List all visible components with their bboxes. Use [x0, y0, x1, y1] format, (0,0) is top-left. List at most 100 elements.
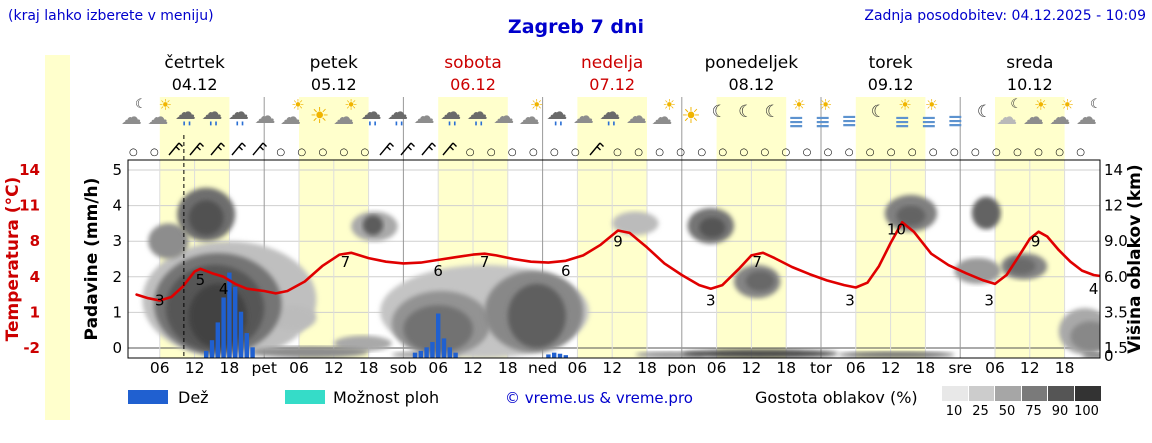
- rain-bar: [221, 297, 226, 358]
- day-header-četrtek: četrtek 04.12: [120, 53, 270, 95]
- location-menu-hint: (kraj lahko izberete v meniju): [8, 8, 214, 24]
- cloud-moon-icon: ☾ ☁: [996, 97, 1023, 129]
- day-date: 06.12: [450, 75, 496, 95]
- day-date: 09.12: [867, 75, 914, 95]
- cloud-blob: [699, 217, 726, 238]
- calm-wind-icon: ○: [676, 147, 686, 158]
- temperature-value-label: 5: [196, 271, 206, 289]
- temperature-value-label: 3: [155, 292, 165, 310]
- moon-icon: ☾: [738, 102, 754, 122]
- x-axis-label: sob: [390, 359, 417, 377]
- density-tick-label: 25: [972, 404, 989, 419]
- cloud-blob: [362, 215, 384, 236]
- showers-legend-label: Možnost ploh: [333, 388, 440, 407]
- day-header-torek: torek 09.12: [816, 53, 966, 95]
- fog-icon: ≡: [947, 110, 964, 132]
- temperature-value-label: 4: [1089, 280, 1099, 298]
- density-tick-label: 50: [998, 404, 1016, 419]
- calm-wind-icon: ○: [971, 147, 980, 158]
- calm-wind-icon: ○: [507, 147, 517, 158]
- temperature-value-label: 3: [706, 292, 716, 310]
- density-tick-label: 75: [1025, 404, 1042, 419]
- calm-wind-icon: ○: [1076, 147, 1085, 158]
- cloud-blob: [507, 283, 566, 348]
- precip-tick-label: 1: [112, 303, 122, 321]
- rain-icon: ☁ '': [387, 100, 409, 136]
- cloud-blob: [333, 335, 392, 352]
- wind-barb-icon: [187, 140, 205, 162]
- left-accent-strip: [45, 55, 70, 420]
- rain-icon: ☁ '': [546, 100, 568, 136]
- fog-sun-icon: ☀ ≡: [920, 96, 939, 133]
- rain-icon: ☁ '': [599, 100, 621, 136]
- sun-cloud-icon: ☀ ☁: [147, 96, 172, 129]
- day-date: 08.12: [728, 75, 775, 95]
- rain-legend-label: Dež: [178, 388, 209, 407]
- day-name: torek: [868, 53, 913, 73]
- calm-wind-icon: ○: [886, 147, 896, 158]
- copyright-link[interactable]: © vreme.us & vreme.pro: [505, 389, 693, 407]
- day-header-ponedeljek: ponedeljek 08.12: [676, 53, 826, 95]
- cloud-blob: [270, 305, 317, 331]
- moon-icon: ☾: [711, 102, 727, 122]
- cloud-tick-label: 0: [1104, 347, 1114, 365]
- calm-wind-icon: ○: [528, 147, 538, 158]
- calm-wind-icon: ○: [360, 147, 370, 158]
- cloud-tick-label: 12: [1104, 197, 1123, 215]
- precip-tick-label: 2: [112, 268, 122, 286]
- rain-bar: [430, 341, 435, 358]
- cloud-icon: ☁: [254, 104, 276, 128]
- last-updated: Zadnja posodobitev: 04.12.2025 - 10:09: [864, 8, 1146, 24]
- density-swatch-10: [941, 385, 969, 402]
- cloud-icon: ☁: [572, 104, 594, 128]
- rain-bar: [244, 333, 249, 358]
- calm-wind-icon: ○: [949, 147, 959, 158]
- cloud-density-legend-label: Gostota oblakov (%): [755, 388, 918, 407]
- day-name: nedelja: [581, 53, 644, 73]
- x-axis-label: 06: [846, 359, 866, 377]
- temperature-value-label: 6: [561, 262, 571, 280]
- sun-cloud-icon: ☀ ☁: [518, 96, 544, 129]
- fog-sun-icon: ☀ ≡: [894, 96, 912, 133]
- rain-bar: [436, 313, 441, 358]
- x-axis-label: 18: [776, 359, 796, 377]
- cloud-blob: [681, 349, 839, 358]
- fog-sun-icon: ☀ ≡: [814, 96, 833, 133]
- rain-legend-swatch: [128, 390, 168, 404]
- rain-icon: ☁ '': [201, 100, 223, 136]
- rain-bar: [238, 311, 244, 358]
- wind-barb-icon: [250, 140, 268, 162]
- sun-cloud-icon: ☀ ☁: [333, 96, 358, 129]
- temperature-value-label: 9: [613, 232, 623, 250]
- sun-cloud-icon: ☀ ☁: [1049, 96, 1074, 129]
- calm-wind-icon: ○: [465, 147, 475, 158]
- cloud-blob: [1082, 352, 1100, 358]
- day-date: 10.12: [1006, 75, 1053, 95]
- x-axis-label: 06: [707, 359, 727, 377]
- x-axis-label: 06: [568, 359, 588, 377]
- rain-bar: [250, 347, 255, 358]
- temp-tick-label: 14: [19, 161, 40, 179]
- calm-wind-icon: ○: [1013, 147, 1022, 158]
- moon-cloud-icon: ☾ ☁: [121, 97, 147, 129]
- cloud-blob: [612, 211, 659, 236]
- calm-wind-icon: ○: [844, 147, 854, 158]
- sun-icon: ☀: [681, 104, 701, 129]
- calm-wind-icon: ○: [823, 147, 833, 158]
- cloud-blob: [188, 283, 247, 348]
- rain-bar: [215, 322, 220, 358]
- temperature-value-label: 3: [845, 292, 855, 310]
- x-axis-label: 18: [359, 359, 379, 377]
- day-header-sobota: sobota 06.12: [398, 53, 548, 95]
- x-axis-label: 18: [1055, 359, 1075, 377]
- calm-wind-icon: ○: [297, 147, 307, 158]
- x-axis-label: 18: [637, 359, 657, 377]
- rain-bar: [424, 347, 429, 358]
- calm-wind-icon: ○: [739, 147, 749, 158]
- temp-tick-label: 8: [30, 232, 40, 250]
- temperature-value-label: 6: [433, 262, 443, 280]
- cloud-tick-label: 14: [1104, 161, 1123, 179]
- cloud-blob: [838, 351, 955, 358]
- x-axis-label: ned: [528, 359, 557, 377]
